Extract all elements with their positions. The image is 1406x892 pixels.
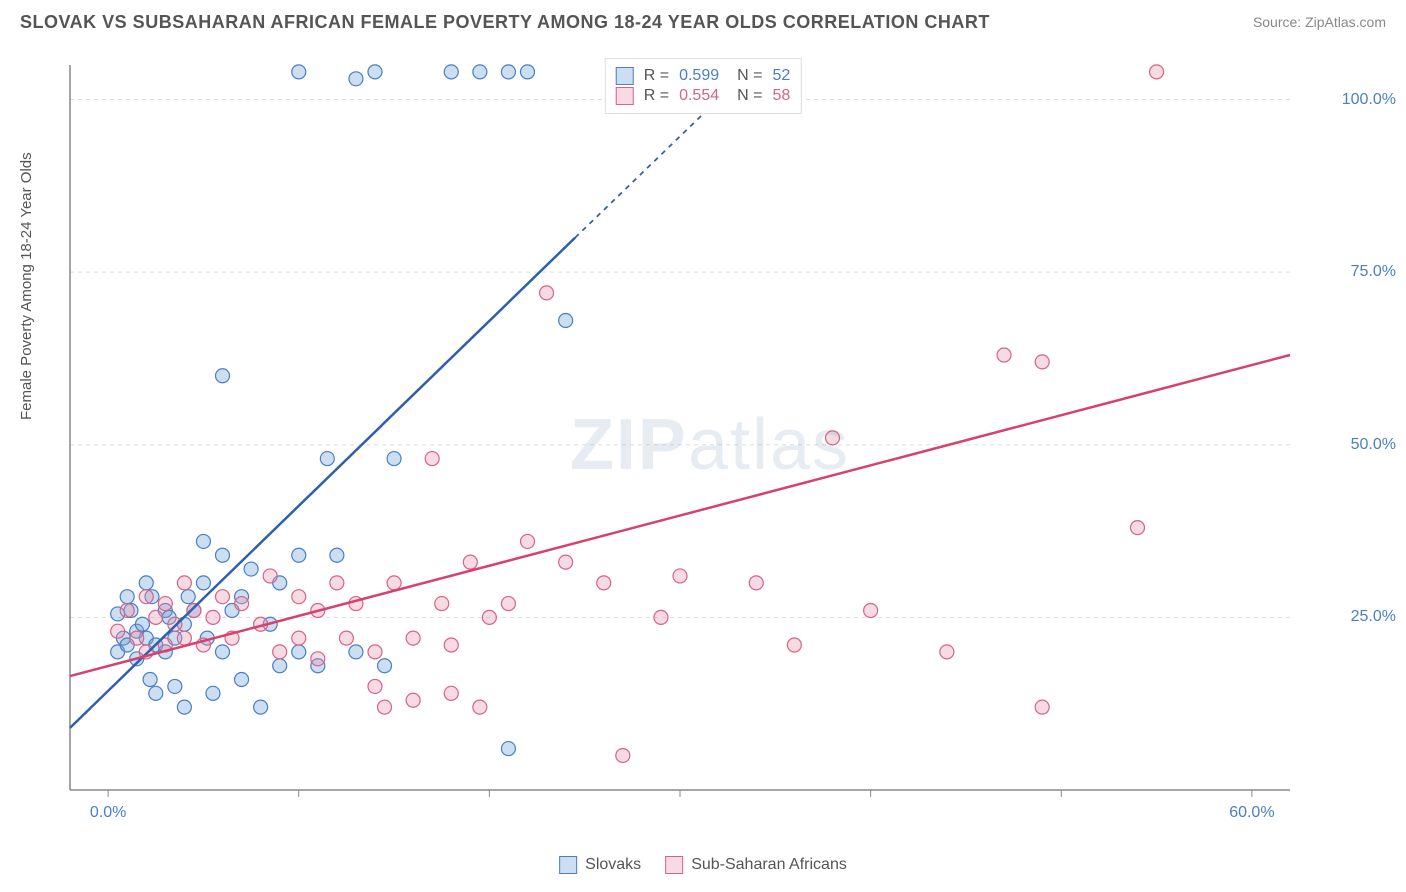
slovaks-n-value: 52: [772, 67, 790, 85]
bottom-legend: Slovaks Sub-Saharan Africans: [559, 856, 847, 874]
bottom-legend-slovaks: Slovaks: [559, 856, 641, 874]
plot-area: ZIPatlas: [60, 60, 1360, 830]
subsaharan-legend-label: Sub-Saharan Africans: [691, 856, 847, 874]
n-label: N =: [737, 67, 762, 85]
chart-container: SLOVAK VS SUBSAHARAN AFRICAN FEMALE POVE…: [0, 0, 1406, 892]
x-tick-label: 0.0%: [90, 804, 126, 822]
slovaks-swatch-icon: [559, 856, 577, 874]
legend-stats-box: R = 0.599 N = 52 R = 0.554 N = 58: [605, 58, 802, 114]
y-tick-label: 75.0%: [1351, 263, 1396, 281]
r-label: R =: [644, 87, 669, 105]
slovaks-swatch-icon: [616, 67, 634, 85]
source-label: Source: ZipAtlas.com: [1253, 14, 1386, 30]
r-label: R =: [644, 67, 669, 85]
y-tick-label: 25.0%: [1351, 608, 1396, 626]
y-tick-label: 50.0%: [1351, 436, 1396, 454]
chart-title: SLOVAK VS SUBSAHARAN AFRICAN FEMALE POVE…: [20, 12, 990, 33]
subsaharan-n-value: 58: [772, 87, 790, 105]
bottom-legend-subsaharan: Sub-Saharan Africans: [665, 856, 847, 874]
y-axis-label: Female Poverty Among 18-24 Year Olds: [18, 152, 35, 420]
subsaharan-swatch-icon: [665, 856, 683, 874]
subsaharan-swatch-icon: [616, 87, 634, 105]
chart-svg: [60, 60, 1360, 830]
slovaks-r-value: 0.599: [679, 67, 719, 85]
n-label: N =: [737, 87, 762, 105]
legend-row-slovaks: R = 0.599 N = 52: [616, 67, 791, 85]
x-tick-label: 60.0%: [1229, 804, 1274, 822]
slovaks-legend-label: Slovaks: [585, 856, 641, 874]
y-tick-label: 100.0%: [1342, 91, 1396, 109]
legend-row-subsaharan: R = 0.554 N = 58: [616, 87, 791, 105]
subsaharan-r-value: 0.554: [679, 87, 719, 105]
